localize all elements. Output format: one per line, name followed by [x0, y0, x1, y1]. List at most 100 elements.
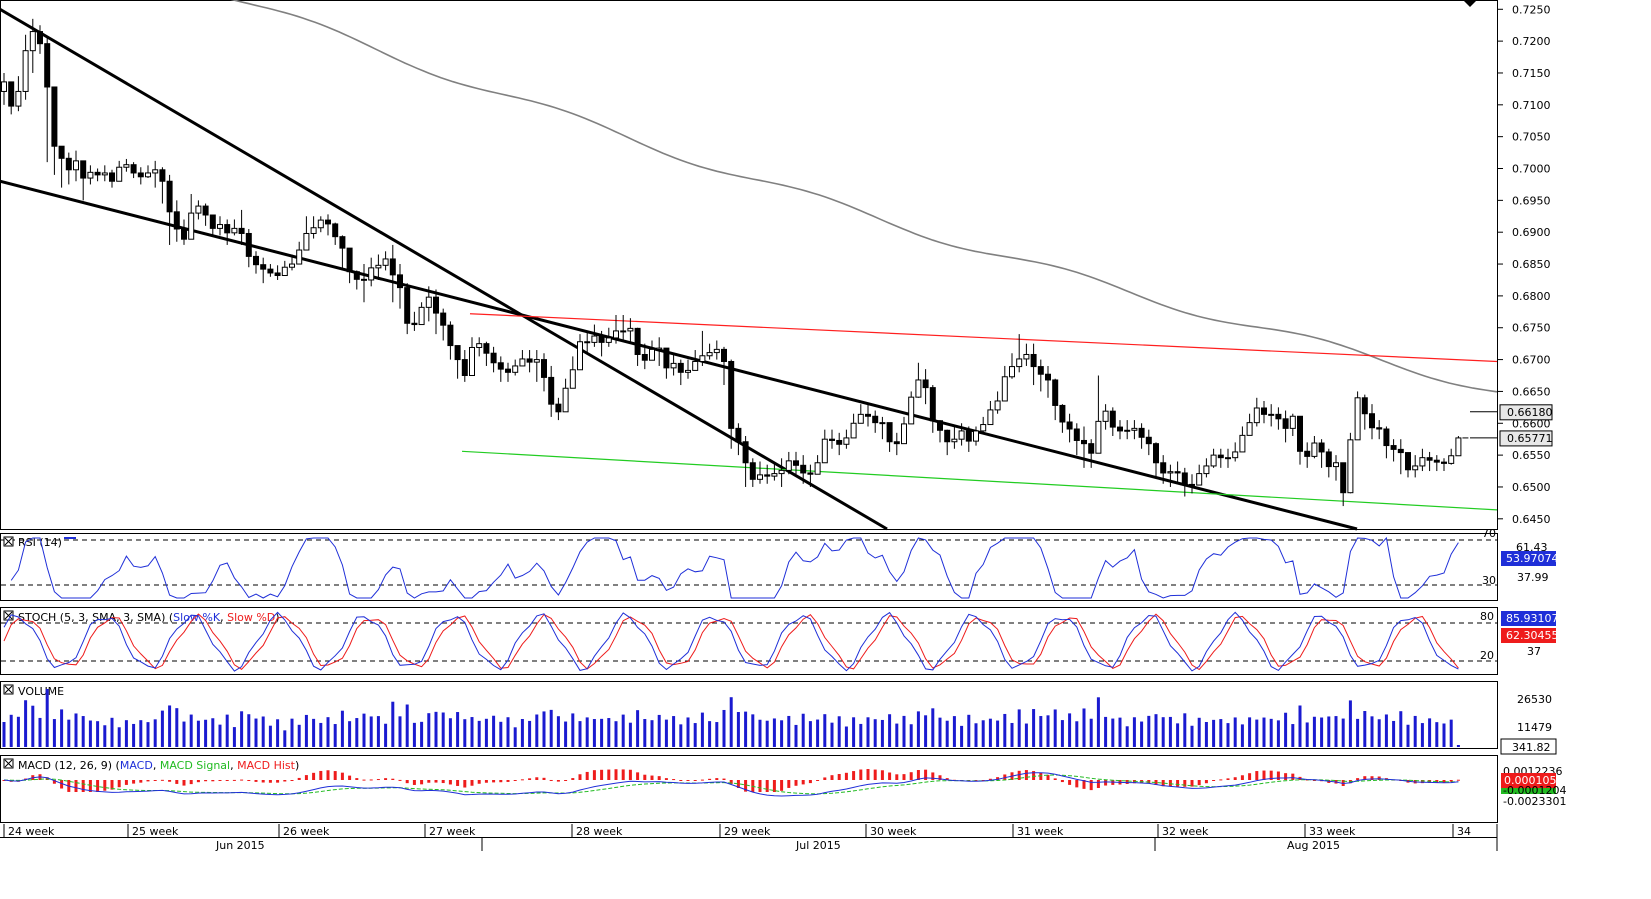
volume-bar: [1291, 724, 1295, 747]
volume-bar: [916, 711, 920, 747]
volume-bar: [801, 713, 805, 747]
price-tick-label: 0.6650: [1512, 385, 1551, 398]
volume-bar: [1212, 719, 1216, 747]
volume-bar: [895, 723, 899, 747]
volume-bar: [160, 710, 164, 747]
volume-bar: [441, 712, 445, 747]
volume-bar: [499, 721, 503, 747]
candle: [886, 422, 893, 452]
volume-bar: [960, 725, 964, 747]
macd-hist-bar: [1420, 780, 1424, 784]
candle: [793, 451, 799, 475]
macd-hist-bar: [196, 780, 200, 783]
macd-hist-bar: [60, 780, 64, 789]
scroll-marker-icon[interactable]: [1464, 1, 1476, 7]
candle: [217, 216, 223, 236]
macd-hist-bar: [650, 775, 654, 780]
price-axis: 0.7250 0.7200 0.7150 0.7100 0.7050 0.7000 0.69…: [1470, 3, 1553, 526]
volume-bar: [1255, 719, 1259, 747]
volume-bar: [1356, 718, 1360, 747]
volume-bar: [549, 709, 553, 747]
candle: [1030, 343, 1037, 386]
volume-bar: [1075, 721, 1079, 747]
volume-bar: [16, 716, 20, 747]
candle: [1289, 413, 1296, 437]
volume-bar: [650, 720, 654, 747]
candle: [1441, 458, 1447, 472]
price-tick-label: 0.6750: [1512, 322, 1551, 335]
volume-bar: [2, 722, 6, 747]
candle: [483, 341, 490, 366]
macd-hist-bar: [88, 780, 92, 792]
rsi-level-30: 30: [1482, 574, 1496, 587]
candle: [94, 168, 101, 182]
volume-bar: [38, 717, 42, 747]
macd-signal-label: MACD Signal: [160, 759, 230, 772]
moving-average-line: [230, 0, 1498, 393]
candle: [987, 400, 994, 426]
volume-bar: [312, 718, 316, 747]
candle: [1419, 448, 1426, 472]
volume-bar: [204, 719, 208, 747]
macd-hist-bar: [182, 780, 186, 786]
candle: [116, 160, 123, 182]
volume-bar: [564, 721, 568, 747]
macd-hist-bar: [1096, 780, 1100, 789]
volume-bar: [1089, 718, 1093, 747]
volume-axis: 26530 11479 341.82: [1500, 693, 1557, 755]
volume-bar: [866, 717, 870, 747]
volume-bar: [1269, 718, 1273, 747]
macd-hist-bar: [333, 771, 337, 780]
volume-bar: [607, 718, 611, 747]
macd-hist-bar: [758, 780, 762, 792]
candle: [1369, 404, 1375, 440]
macd-hist-bar: [211, 780, 215, 782]
candle: [1160, 455, 1167, 484]
volume-bar: [787, 715, 791, 747]
volume-bar: [463, 719, 467, 747]
volume-bar: [232, 727, 236, 747]
volume-bar: [1147, 715, 1151, 747]
candle: [425, 286, 432, 322]
price-panel: [0, 0, 1498, 531]
macd-hist-bar: [888, 772, 892, 780]
candle: [375, 254, 382, 280]
macd-hist-bar: [722, 778, 726, 780]
candle: [1001, 365, 1008, 402]
macd-hist-bar: [1356, 778, 1360, 780]
candle: [1117, 420, 1123, 440]
macd-hist-bar: [578, 774, 582, 780]
macd-hist-bar: [895, 774, 899, 780]
candle: [951, 426, 958, 449]
candle: [627, 318, 634, 344]
candle: [1059, 404, 1066, 433]
volume-bar: [168, 705, 172, 747]
volume-bar: [844, 726, 848, 747]
candle: [670, 353, 677, 376]
volume-bar: [1168, 716, 1172, 747]
candle: [555, 397, 562, 421]
volume-bar: [1082, 708, 1086, 747]
candle: [814, 455, 821, 475]
candle: [785, 451, 792, 475]
candle: [764, 464, 771, 484]
candle: [1376, 420, 1383, 440]
candle: [944, 429, 951, 456]
macd-level-bottom: -0.0023301: [1503, 795, 1566, 808]
macd-hist-bar: [1082, 780, 1086, 789]
volume-bar: [520, 719, 524, 747]
candle: [1181, 467, 1188, 497]
macd-hist-bar: [643, 774, 647, 780]
macd-current-value: 0.0001052: [1504, 774, 1564, 787]
macd-hist-bar: [664, 778, 668, 780]
month-label: Jun 2015: [215, 839, 265, 852]
volume-bar: [1262, 717, 1266, 747]
volume-bar: [52, 719, 56, 747]
rsi-level-70: 70: [1482, 527, 1496, 540]
candle: [130, 162, 137, 179]
macd-hist-bar: [808, 780, 812, 784]
volume-bar: [528, 720, 532, 747]
macd-hist-bar: [74, 780, 78, 792]
